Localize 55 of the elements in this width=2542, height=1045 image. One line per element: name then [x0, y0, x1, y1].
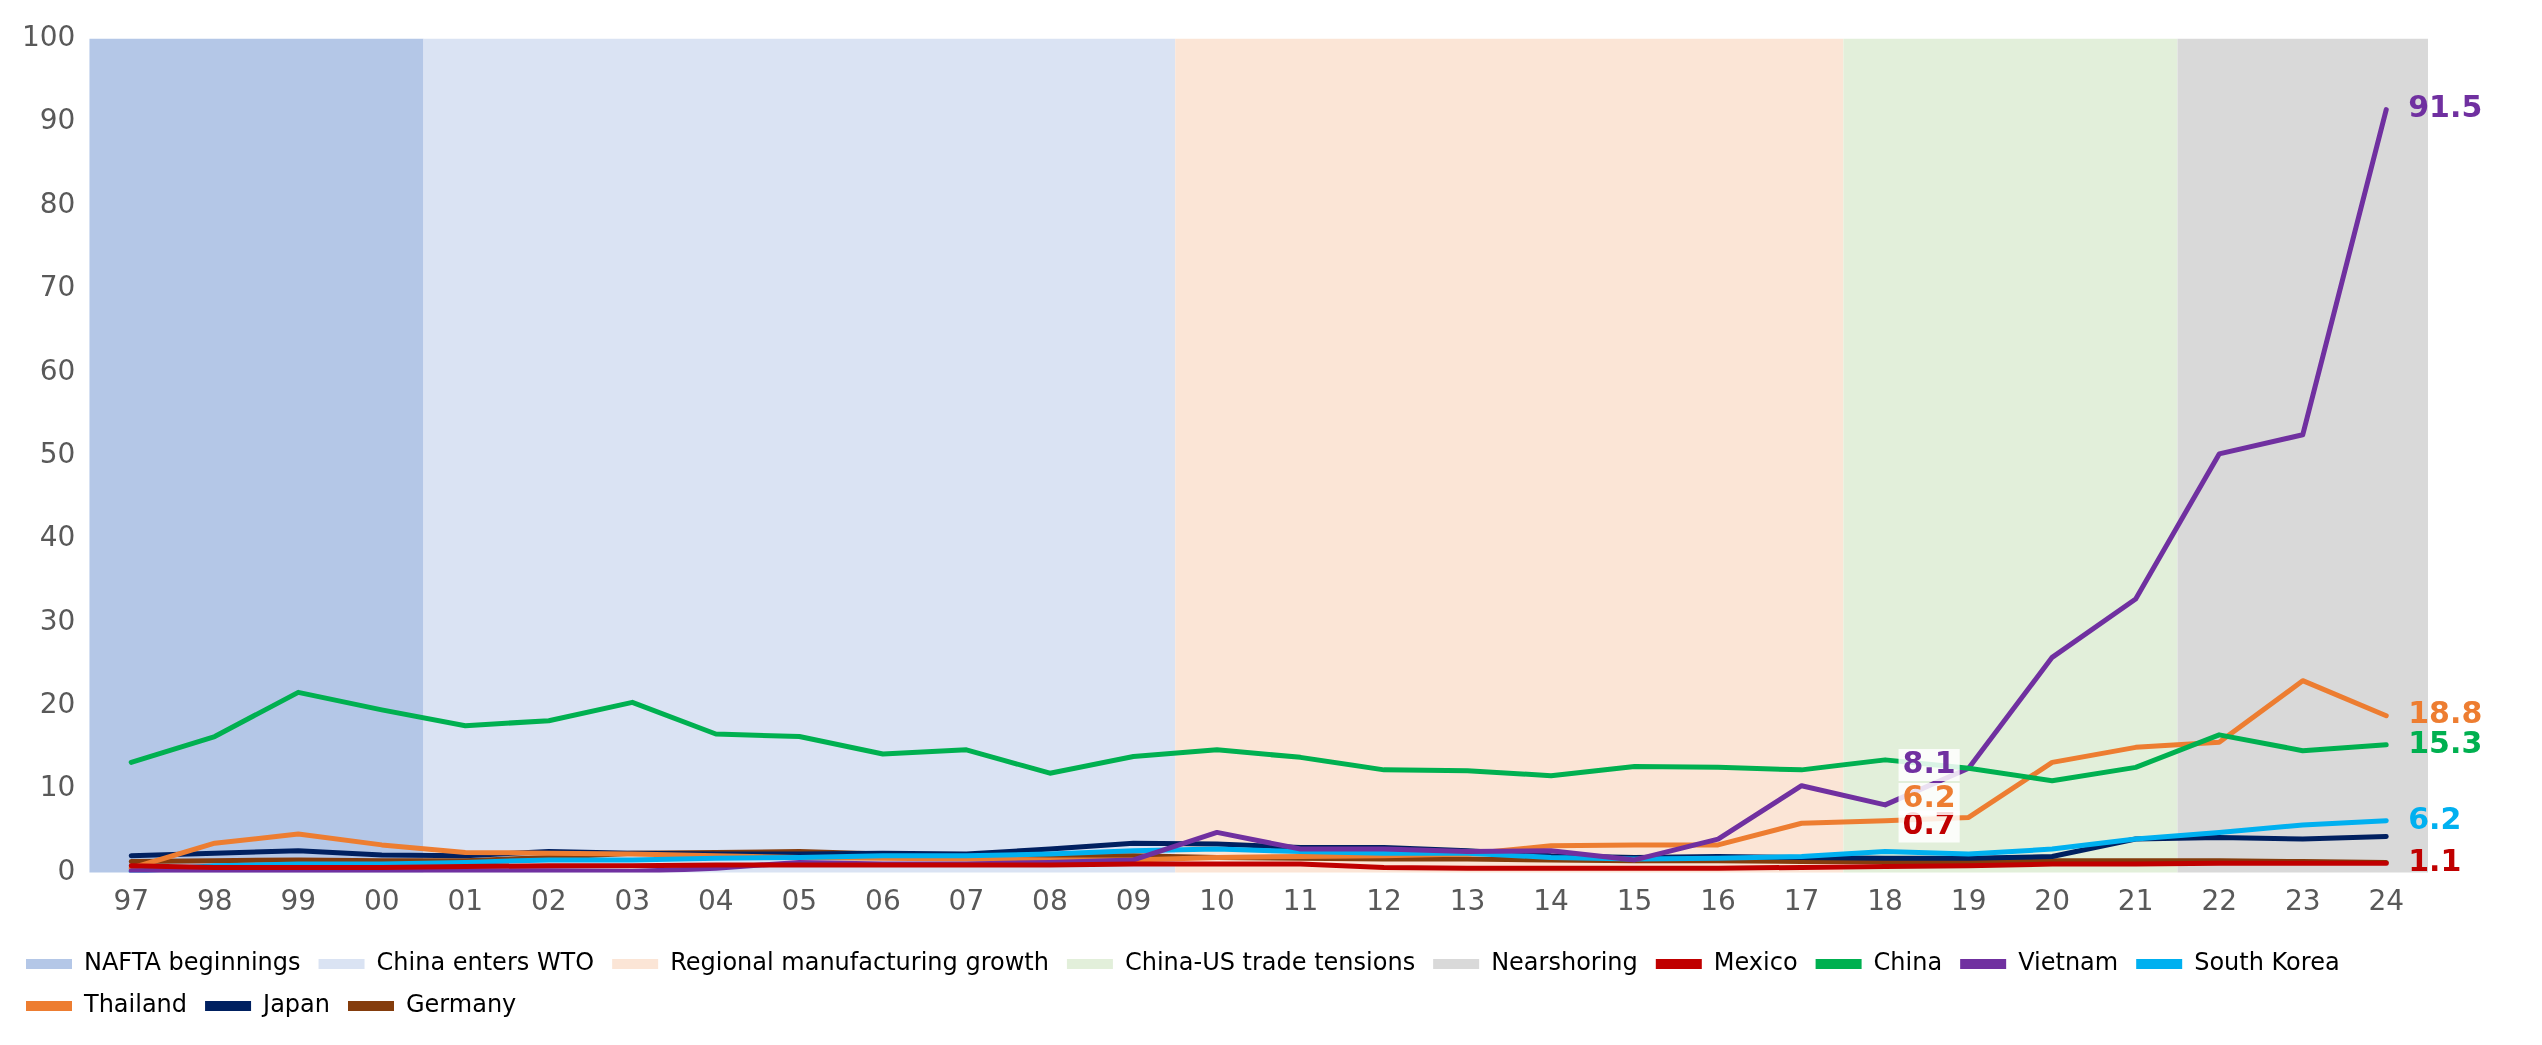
legend-label: Mexico [1713, 948, 1798, 977]
y-tick-label: 100 [21, 20, 76, 54]
x-tick-label: 09 [1115, 884, 1152, 918]
x-tick-label: 07 [948, 884, 985, 918]
x-tick-label: 16 [1700, 884, 1736, 918]
y-tick-label: 20 [39, 686, 76, 720]
x-tick-label: 20 [2034, 884, 2070, 918]
legend-label: Japan [261, 990, 330, 1019]
x-tick-label: 08 [1032, 884, 1068, 918]
x-tick-label: 00 [363, 884, 400, 918]
x-tick-label: 05 [781, 884, 818, 918]
x-tick-label: 98 [196, 884, 233, 918]
x-tick-label: 97 [113, 884, 150, 918]
legend-label: China [1873, 948, 1943, 977]
x-tick-label: 22 [2201, 884, 2238, 918]
x-tick-label: 11 [1282, 884, 1319, 918]
legend-label: Regional manufacturing growth [670, 948, 1049, 977]
x-tick-label: 21 [2117, 884, 2154, 918]
legend-label: South Korea [2194, 948, 2340, 977]
x-tick-label: 12 [1366, 884, 1402, 918]
x-tick-label: 17 [1783, 884, 1820, 918]
data-label: 91.5 [2408, 89, 2483, 125]
y-tick-label: 90 [39, 103, 76, 137]
x-tick-label: 14 [1533, 884, 1569, 918]
data-label: 1.1 [2408, 843, 2462, 879]
y-tick-label: 40 [39, 520, 76, 554]
x-tick-label: 18 [1867, 884, 1903, 918]
x-tick-label: 06 [865, 884, 901, 918]
x-tick-label: 19 [1950, 884, 1987, 918]
legend-label: NAFTA beginnings [84, 948, 301, 977]
legend-label: China enters WTO [376, 948, 595, 977]
legend-label: Vietnam [2018, 948, 2119, 977]
legend-label: Thailand [83, 990, 188, 1019]
y-tick-label: 50 [39, 436, 76, 470]
x-tick-label: 23 [2284, 884, 2321, 918]
y-tick-label: 30 [39, 603, 76, 637]
y-tick-label: 80 [39, 186, 76, 220]
y-tick-label: 0 [57, 853, 76, 887]
data-label: 6.2 [2408, 800, 2462, 836]
y-tick-label: 60 [39, 353, 76, 387]
x-tick-label: 15 [1616, 884, 1653, 918]
x-tick-label: 04 [698, 884, 734, 918]
x-tick-label: 99 [280, 884, 317, 918]
x-tick-label: 13 [1449, 884, 1486, 918]
data-label: 8.1 [1902, 744, 1956, 780]
x-tick-label: 01 [447, 884, 484, 918]
y-tick-label: 10 [39, 770, 76, 804]
legend-label: Nearshoring [1491, 948, 1638, 977]
x-tick-label: 02 [530, 884, 567, 918]
x-tick-label: 03 [614, 884, 651, 918]
x-tick-label: 24 [2368, 884, 2405, 918]
y-tick-label: 70 [39, 270, 76, 304]
x-tick-label: 10 [1199, 884, 1235, 918]
legend-label: Germany [406, 990, 517, 1019]
legend-label: China-US trade tensions [1124, 948, 1416, 977]
